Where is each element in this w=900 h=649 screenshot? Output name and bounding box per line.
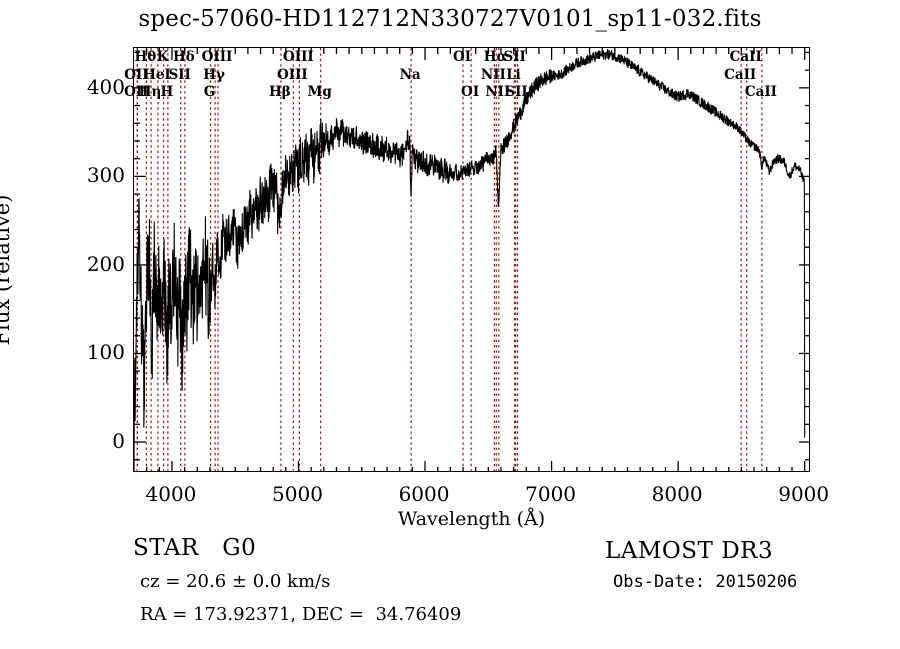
survey-label: LAMOST DR3 — [605, 538, 774, 564]
spectral-line-label: G — [203, 84, 216, 100]
spectral-line-label: Hθ — [134, 49, 157, 65]
spectral-line-label: OIII — [276, 67, 308, 83]
plot-frame — [133, 47, 810, 472]
spectral-line-label: SII — [503, 49, 526, 65]
spectral-line-label: OIII — [201, 49, 233, 65]
axis-ticks — [134, 48, 809, 471]
y-tick-label: 300 — [86, 163, 125, 188]
coordinates-label: RA = 173.92371, DEC = 34.76409 — [140, 604, 462, 625]
x-axis-title: Wavelength (Å) — [397, 508, 546, 530]
x-tick-label: 8000 — [651, 482, 703, 506]
observation-date-label: Obs-Date: 20150206 — [613, 572, 798, 592]
spectral-line-label: Hγ — [203, 67, 225, 83]
spectrum-canvas — [134, 48, 809, 471]
spectral-line-label: CaII — [729, 49, 762, 65]
spectral-line-label: OII — [124, 67, 149, 83]
spectral-line-label: Hα — [483, 49, 507, 65]
spectral-line-label: Na — [399, 67, 421, 83]
spectral-line-label: CaII — [744, 84, 777, 100]
spectral-line-label: CaII — [724, 67, 757, 83]
y-tick-label: 400 — [86, 74, 125, 99]
spectral-line-label: OIII — [283, 49, 314, 65]
object-class-label: STAR G0 — [133, 535, 257, 561]
spectral-line-label: Hβ — [269, 84, 291, 100]
spectral-line-label: SII — [505, 84, 528, 100]
x-tick-label: 5000 — [272, 482, 323, 506]
spectral-line-label: OI — [461, 84, 480, 100]
y-tick-label: 0 — [112, 429, 125, 453]
spectral-line-label: K — [156, 49, 169, 65]
x-tick-label: 7000 — [525, 482, 577, 506]
x-tick-label: 6000 — [398, 482, 450, 506]
redshift-velocity-label: cz = 20.6 ± 0.0 km/s — [140, 571, 331, 592]
spectral-line-label: SII — [168, 67, 191, 83]
x-tick-label: 4000 — [145, 482, 197, 506]
spectrum-curve — [134, 48, 806, 471]
spectral-line-label: Mg — [307, 84, 332, 100]
y-tick-label: 200 — [86, 251, 125, 276]
spectral-line-label: Hδ — [172, 49, 195, 65]
spectral-line-label: Li — [506, 67, 521, 83]
spectral-line-markers — [136, 48, 763, 471]
spectral-line-label: OII — [124, 84, 149, 100]
spectral-line-label: NII — [480, 67, 506, 83]
spectral-line-label: OI — [452, 49, 472, 65]
spectral-line-label: H — [160, 84, 174, 100]
y-tick-label: 100 — [86, 340, 125, 365]
spectral-line-label: HeI — [143, 67, 171, 83]
spectral-line-label: NII — [485, 84, 511, 100]
y-axis-title: Flux (relative) — [0, 194, 14, 346]
page-title: spec-57060-HD112712N330727V0101_sp11-032… — [138, 6, 762, 32]
x-tick-label: 9000 — [778, 482, 830, 506]
spectral-line-label: Hη — [138, 84, 162, 100]
